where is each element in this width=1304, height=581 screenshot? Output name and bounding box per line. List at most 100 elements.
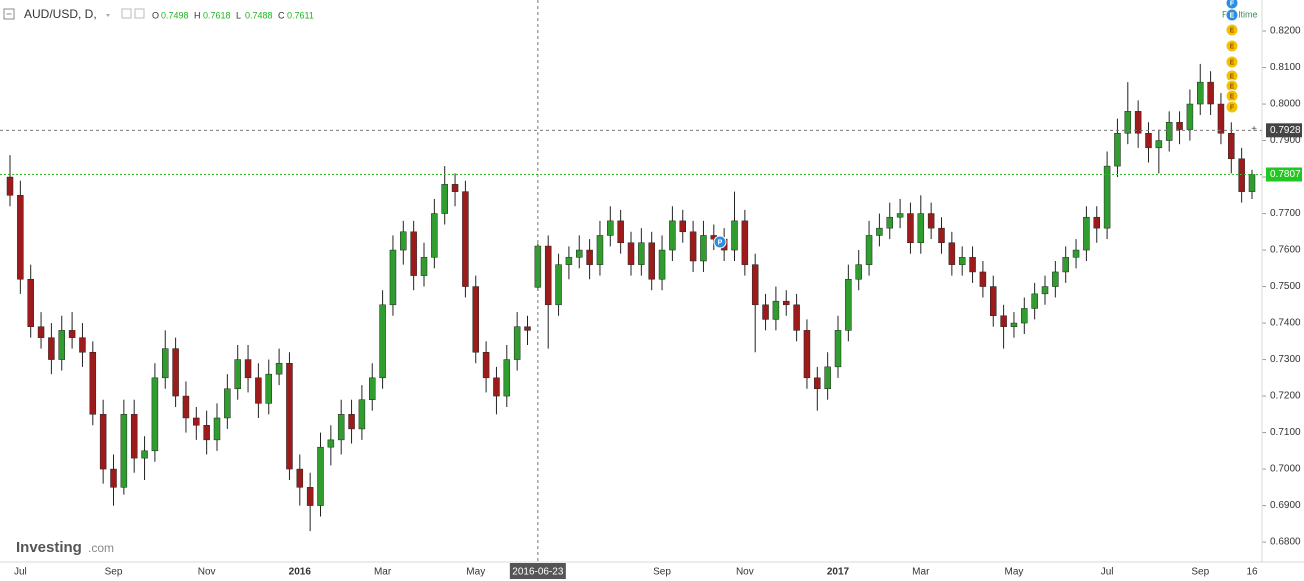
candle-body bbox=[927, 213, 935, 229]
candle-body bbox=[1155, 140, 1163, 149]
event-label: P bbox=[718, 239, 723, 246]
candle-body bbox=[327, 439, 335, 448]
candle-body bbox=[451, 184, 459, 192]
candle-body bbox=[441, 184, 448, 214]
candle-body bbox=[265, 373, 272, 404]
candle-body bbox=[669, 220, 676, 251]
candle-body bbox=[555, 264, 562, 306]
candle-body bbox=[244, 359, 252, 379]
close-icon[interactable] bbox=[134, 8, 145, 19]
candle-body bbox=[6, 176, 14, 196]
crosshair-price-label: 0.7928 bbox=[1270, 125, 1301, 136]
y-tick-label: 0.8200 bbox=[1270, 26, 1301, 37]
event-label: E bbox=[1230, 27, 1235, 34]
candle-body bbox=[17, 195, 24, 280]
candle-body bbox=[58, 330, 65, 360]
candle-body bbox=[255, 377, 262, 404]
candle-body bbox=[337, 414, 345, 441]
candle-body bbox=[48, 337, 55, 360]
candle-body bbox=[617, 220, 624, 244]
candle-body bbox=[607, 220, 614, 236]
event-marker bbox=[1225, 8, 1239, 22]
ohlc-legend: O 0.7498 H 0.7618 L 0.7488 C 0.7611 bbox=[152, 10, 314, 20]
candle-body bbox=[1093, 216, 1100, 229]
ohlc-value: 0.7498 bbox=[161, 10, 189, 20]
event-label: F bbox=[1230, 104, 1235, 111]
x-tick-label: May bbox=[1004, 567, 1023, 578]
candle-body bbox=[1072, 249, 1080, 258]
y-tick-label: 0.8000 bbox=[1270, 99, 1301, 110]
candle-body bbox=[917, 213, 925, 244]
candle-body bbox=[648, 242, 655, 280]
candle-body bbox=[213, 417, 221, 441]
candle-layer bbox=[6, 63, 1256, 532]
candle-body bbox=[224, 388, 231, 419]
candle-body bbox=[37, 326, 45, 338]
y-tick-label: 0.7400 bbox=[1270, 318, 1301, 329]
candle-body bbox=[389, 249, 397, 306]
candle-body bbox=[990, 286, 997, 317]
candle-body bbox=[1041, 286, 1049, 295]
current-price-label: 0.7807 bbox=[1270, 169, 1301, 180]
event-label: F bbox=[1230, 0, 1235, 7]
candle-body bbox=[369, 377, 376, 400]
settings-icon[interactable] bbox=[121, 8, 132, 19]
crosshair-date-label: 2016-06-23 bbox=[512, 567, 564, 578]
candle-body bbox=[1083, 216, 1090, 251]
candle-body bbox=[834, 330, 842, 368]
candle-body bbox=[348, 414, 355, 430]
candle-body bbox=[576, 249, 583, 258]
x-tick-label: Sep bbox=[1191, 567, 1209, 578]
event-marker bbox=[1225, 55, 1239, 69]
candle-body bbox=[1145, 132, 1152, 149]
candle-body bbox=[99, 414, 107, 470]
y-tick-label: 0.7600 bbox=[1270, 245, 1301, 256]
candle-body bbox=[1103, 165, 1111, 229]
y-tick-label: 0.7000 bbox=[1270, 464, 1301, 475]
y-tick-label: 0.8100 bbox=[1270, 62, 1301, 73]
y-tick-label: 0.6800 bbox=[1270, 537, 1301, 548]
candle-body bbox=[938, 227, 945, 244]
y-tick-label: 0.7100 bbox=[1270, 427, 1301, 438]
x-tick-label: Nov bbox=[198, 567, 216, 578]
candle-body bbox=[379, 304, 386, 379]
candle-body bbox=[679, 220, 686, 233]
candle-body bbox=[68, 330, 76, 338]
candle-body bbox=[503, 359, 511, 397]
candle-body bbox=[110, 468, 117, 488]
x-tick-label: 2016 bbox=[289, 567, 312, 578]
ohlc-label: O bbox=[152, 10, 159, 20]
candle-body bbox=[1238, 158, 1245, 192]
x-tick-label: May bbox=[466, 567, 485, 578]
candle-body bbox=[658, 249, 666, 280]
candle-body bbox=[513, 326, 521, 360]
candle-body bbox=[1021, 308, 1028, 324]
candle-body bbox=[1186, 103, 1194, 130]
candle-body bbox=[1197, 81, 1204, 105]
candle-body bbox=[1010, 322, 1018, 327]
candle-body bbox=[1228, 132, 1235, 160]
x-tick-label: Sep bbox=[105, 567, 123, 578]
event-label: E bbox=[1230, 73, 1235, 80]
candle-body bbox=[130, 414, 138, 459]
candle-body bbox=[151, 377, 159, 452]
candle-body bbox=[193, 417, 200, 426]
candle-body bbox=[979, 271, 987, 287]
event-label: E bbox=[1230, 43, 1235, 50]
candle-body bbox=[865, 235, 873, 265]
candle-body bbox=[524, 326, 531, 331]
dropdown-icon[interactable] bbox=[106, 14, 110, 17]
candle-body bbox=[420, 257, 428, 276]
candle-body bbox=[627, 242, 635, 265]
y-tick-label: 0.7500 bbox=[1270, 281, 1301, 292]
candle-body bbox=[400, 231, 407, 251]
candle-body bbox=[948, 242, 956, 265]
y-tick-label: 0.7300 bbox=[1270, 354, 1301, 365]
candle-body bbox=[431, 213, 438, 258]
candle-body bbox=[296, 468, 304, 488]
candle-body bbox=[762, 304, 769, 320]
candle-body bbox=[1031, 293, 1038, 309]
crosshair-date-box bbox=[509, 563, 566, 579]
